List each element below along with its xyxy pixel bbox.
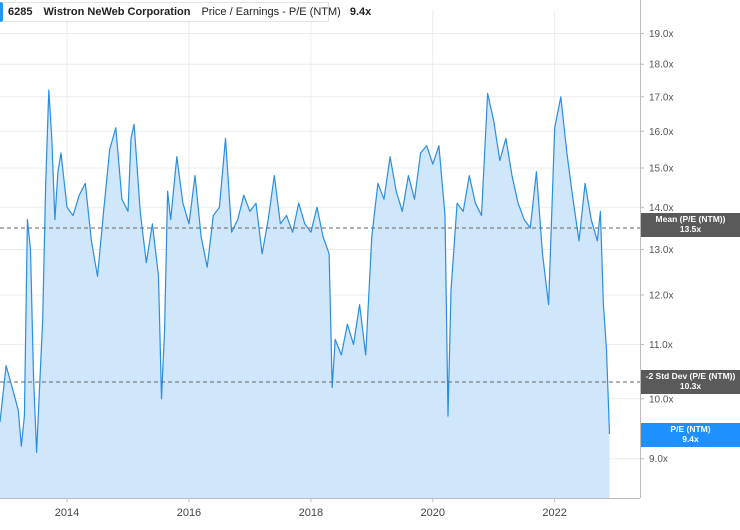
legend-ticker: 6285 xyxy=(8,6,33,18)
y-tick-label: 17.0x xyxy=(649,92,673,103)
x-tick-label: 2014 xyxy=(55,507,79,519)
legend-value: 9.4x xyxy=(349,6,372,18)
x-tick-label: 2016 xyxy=(177,507,201,519)
mean-label-badge: Mean (P/E (NTM)) 13.5x xyxy=(641,213,740,237)
current-pe-badge: P/E (NTM) 9.4x xyxy=(641,423,740,447)
y-tick-label: 18.0x xyxy=(649,60,673,71)
y-axis-ticks: 9.0x 10.0x 11.0x 12.0x 13.0x 14.0x 15.0x 16.0x 1… xyxy=(640,29,673,465)
y-tick-label: 19.0x xyxy=(649,29,673,40)
current-pe-value: 9.4x xyxy=(682,434,699,444)
chart-legend: 6285 Wistron NeWeb Corporation Price / E… xyxy=(0,2,371,22)
x-axis-ticks: 2014 2016 2018 2020 2022 xyxy=(55,498,567,519)
y-tick-label: 10.0x xyxy=(649,394,673,405)
mean-label-value: 13.5x xyxy=(679,224,702,234)
y-tick-label: 11.0x xyxy=(649,340,673,351)
x-tick-label: 2018 xyxy=(299,507,323,519)
current-pe-title: P/E (NTM) xyxy=(670,424,711,434)
std-dev-label-title: -2 Std Dev (P/E (NTM)) xyxy=(645,371,736,381)
y-tick-label: 12.0x xyxy=(649,291,673,302)
pe-series-line xyxy=(0,89,611,453)
x-tick-label: 2020 xyxy=(421,507,445,519)
mean-label-title: Mean (P/E (NTM)) xyxy=(655,214,726,224)
reference-lines xyxy=(0,227,640,383)
y-tick-label: 9.0x xyxy=(649,454,668,465)
legend-company: Wistron NeWeb Corporation xyxy=(43,6,191,18)
pe-area-fill xyxy=(0,90,610,498)
y-tick-label: 14.0x xyxy=(649,203,673,214)
x-tick-label: 2022 xyxy=(542,507,566,519)
std-dev-label-value: 10.3x xyxy=(679,381,702,391)
y-tick-label: 16.0x xyxy=(649,127,673,138)
y-tick-label: 13.0x xyxy=(649,245,673,256)
std-dev-label-badge: -2 Std Dev (P/E (NTM)) 10.3x xyxy=(641,370,740,394)
legend-metric: Price / Earnings - P/E (NTM) xyxy=(201,6,341,18)
y-tick-label: 15.0x xyxy=(649,164,673,175)
